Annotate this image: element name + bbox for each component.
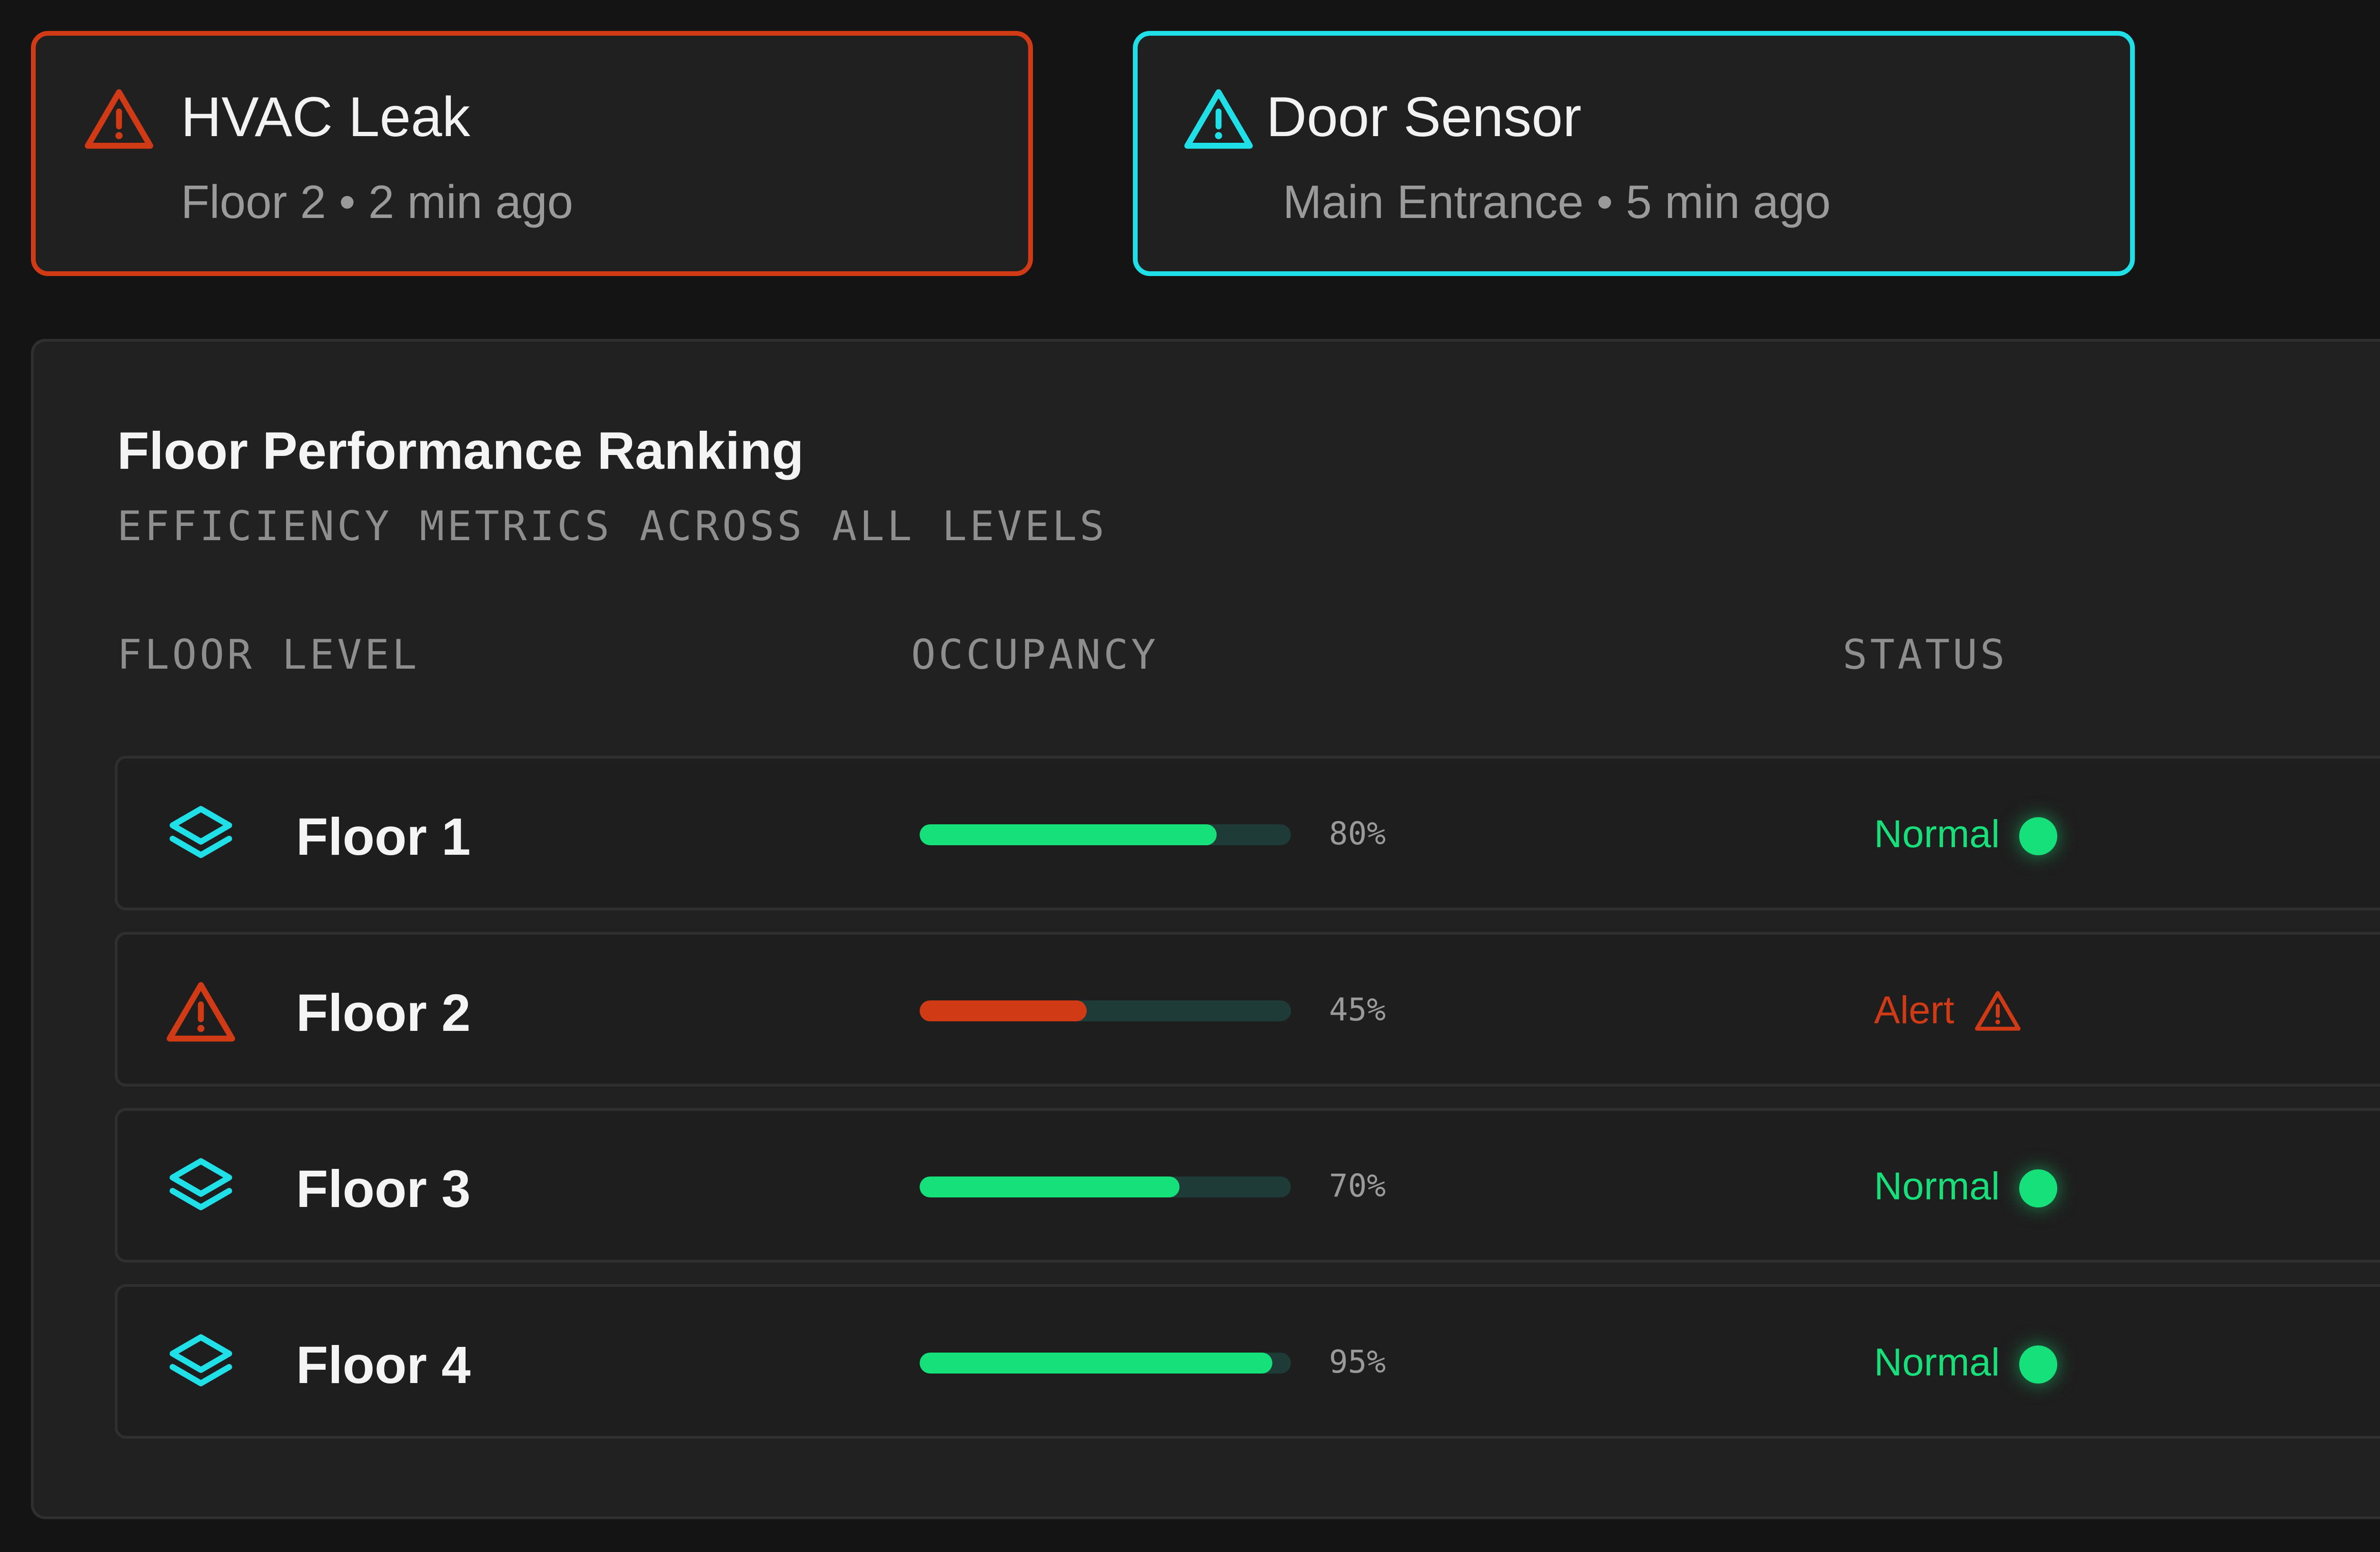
occupancy-bar xyxy=(920,1000,1291,1021)
panel-title: Floor Performance Ranking xyxy=(117,422,804,480)
floor-row-1[interactable]: Floor 1 80% Normal xyxy=(115,756,2380,910)
floor-row-4[interactable]: Floor 4 95% Normal xyxy=(115,1284,2380,1439)
occupancy-bar xyxy=(920,1353,1291,1374)
panel-subtitle: EFFICIENCY METRICS ACROSS ALL LEVELS xyxy=(117,503,1107,550)
layers-icon xyxy=(165,1328,237,1400)
occupancy-bar-fill xyxy=(920,1353,1272,1374)
layers-icon xyxy=(165,800,237,871)
floor-row-3[interactable]: Floor 3 70% Normal xyxy=(115,1108,2380,1263)
warning-triangle-icon xyxy=(83,83,155,155)
alert-card-door-sensor[interactable]: Door Sensor Main Entrance • 5 min ago xyxy=(1133,31,2135,276)
floor-name: Floor 2 xyxy=(296,984,471,1042)
status-dot-icon xyxy=(2019,1169,2057,1207)
warning-triangle-icon xyxy=(165,976,237,1048)
status-dot-icon xyxy=(2019,1345,2057,1384)
occupancy-bar-fill xyxy=(920,1176,1180,1197)
occupancy-percent: 95% xyxy=(1329,1344,1386,1380)
floor-name: Floor 3 xyxy=(296,1160,471,1218)
warning-triangle-icon xyxy=(1974,987,2022,1035)
occupancy-bar-fill xyxy=(920,824,1217,845)
status-label: Normal xyxy=(1874,1165,2000,1208)
column-header-status: STATUS xyxy=(1843,631,2008,679)
occupancy-bar-fill xyxy=(920,1000,1087,1021)
alert-title: Door Sensor xyxy=(1266,86,1582,148)
layers-icon xyxy=(165,1152,237,1224)
status-label: Normal xyxy=(1874,1341,2000,1384)
column-header-occupancy: OCCUPANCY xyxy=(911,631,1159,679)
alert-card-hvac-leak[interactable]: HVAC Leak Floor 2 • 2 min ago xyxy=(31,31,1033,276)
occupancy-bar xyxy=(920,1176,1291,1197)
alert-subtitle: Main Entrance • 5 min ago xyxy=(1283,176,1831,228)
occupancy-percent: 70% xyxy=(1329,1167,1386,1204)
status-dot-icon xyxy=(2019,817,2057,855)
status-label: Normal xyxy=(1874,812,2000,856)
warning-triangle-icon xyxy=(1183,83,1254,155)
occupancy-bar xyxy=(920,824,1291,845)
floor-name: Floor 1 xyxy=(296,808,471,866)
floor-row-2[interactable]: Floor 2 45% Alert xyxy=(115,932,2380,1087)
alert-title: HVAC Leak xyxy=(181,86,470,148)
floor-performance-panel: Floor Performance Ranking EFFICIENCY MET… xyxy=(31,339,2380,1519)
column-header-floor-level: FLOOR LEVEL xyxy=(117,631,420,679)
status-label: Alert xyxy=(1874,989,1954,1032)
occupancy-percent: 45% xyxy=(1329,991,1386,1028)
floor-name: Floor 4 xyxy=(296,1336,471,1394)
occupancy-percent: 80% xyxy=(1329,815,1386,852)
alert-subtitle: Floor 2 • 2 min ago xyxy=(181,176,574,228)
